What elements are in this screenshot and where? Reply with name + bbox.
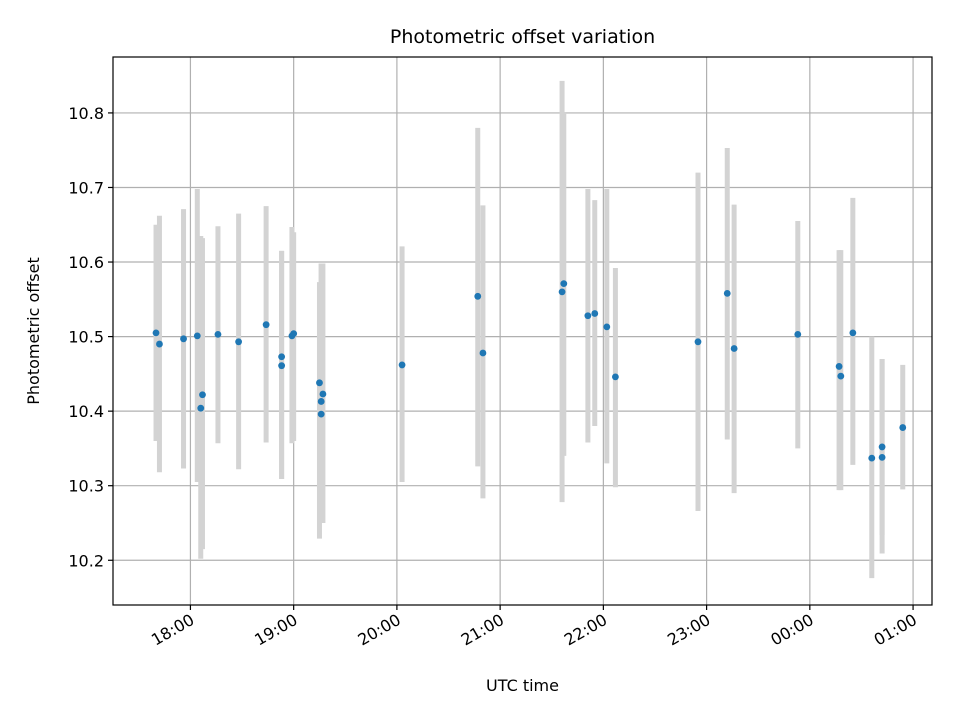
y-axis-label: Photometric offset bbox=[24, 257, 43, 405]
x-tick-label: 21:00 bbox=[458, 610, 507, 650]
y-tick-label: 10.5 bbox=[68, 328, 104, 347]
data-point bbox=[290, 330, 298, 338]
data-point bbox=[278, 362, 286, 370]
data-point bbox=[612, 373, 619, 381]
data-point bbox=[878, 443, 886, 451]
data-point bbox=[899, 424, 907, 431]
x-tick-label: 00:00 bbox=[767, 610, 816, 650]
x-tick-label: 23:00 bbox=[664, 610, 713, 650]
x-tick-label: 18:00 bbox=[148, 610, 197, 650]
data-point bbox=[474, 292, 482, 300]
plot-frame bbox=[112, 56, 933, 606]
x-axis-label: UTC time bbox=[486, 676, 559, 695]
y-tick-label: 10.8 bbox=[68, 104, 104, 123]
data-point bbox=[794, 330, 802, 338]
data-point bbox=[193, 332, 201, 340]
x-tick-label: 20:00 bbox=[354, 610, 403, 650]
error-bars bbox=[153, 80, 906, 579]
data-points bbox=[152, 280, 907, 462]
data-point bbox=[317, 410, 325, 418]
y-tick-label: 10.2 bbox=[68, 551, 104, 570]
data-point bbox=[317, 398, 325, 405]
data-point bbox=[603, 323, 611, 331]
chart-title: Photometric offset variation bbox=[390, 26, 655, 48]
x-tick-label: 01:00 bbox=[871, 610, 920, 650]
data-point bbox=[262, 321, 270, 329]
data-point bbox=[214, 330, 222, 338]
data-point bbox=[835, 363, 843, 370]
data-point bbox=[730, 345, 738, 352]
grid bbox=[113, 57, 932, 605]
data-point bbox=[837, 372, 845, 380]
data-point bbox=[235, 338, 243, 346]
data-point bbox=[584, 312, 592, 320]
data-point bbox=[156, 340, 163, 348]
data-point bbox=[199, 391, 206, 399]
data-point bbox=[479, 349, 487, 357]
data-point bbox=[849, 329, 857, 337]
data-point bbox=[152, 329, 160, 337]
data-point bbox=[278, 353, 286, 361]
data-point bbox=[558, 288, 566, 296]
data-point bbox=[319, 390, 327, 398]
data-point bbox=[398, 361, 406, 369]
y-tick-label: 10.7 bbox=[68, 178, 104, 197]
y-axis: 10.2 10.3 10.4 10.5 10.6 10.7 10.8 bbox=[68, 104, 113, 570]
data-point bbox=[868, 454, 876, 462]
data-point bbox=[180, 335, 187, 343]
data-point bbox=[316, 379, 323, 387]
data-point bbox=[694, 338, 702, 346]
y-tick-label: 10.6 bbox=[68, 253, 104, 272]
data-point bbox=[723, 289, 731, 297]
x-tick-label: 19:00 bbox=[251, 610, 300, 650]
x-tick-label: 22:00 bbox=[561, 610, 610, 650]
x-axis: 18:00 19:00 20:00 21:00 22:00 23:00 00:00 01:00 bbox=[148, 605, 920, 650]
data-point bbox=[591, 310, 599, 317]
data-point bbox=[197, 404, 205, 412]
data-point bbox=[878, 453, 886, 461]
y-tick-label: 10.4 bbox=[68, 402, 104, 421]
data-point bbox=[560, 280, 568, 288]
y-tick-label: 10.3 bbox=[68, 477, 104, 496]
